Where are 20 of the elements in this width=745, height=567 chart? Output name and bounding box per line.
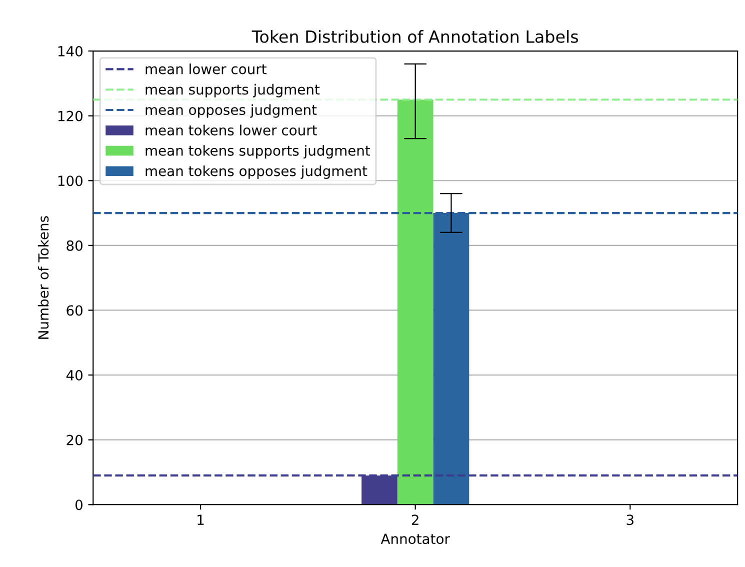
legend-label: mean tokens supports judgment <box>146 145 370 159</box>
legend-label: mean lower court <box>146 64 266 74</box>
y-tick-label: 60 <box>66 305 82 316</box>
legend-label: mean tokens opposes judgment <box>146 165 368 179</box>
y-axis-title: Number of Tokens <box>38 216 49 339</box>
y-tick-label: 40 <box>66 370 82 381</box>
y-tick-label: 140 <box>58 46 82 57</box>
legend-label: mean opposes judgment <box>146 104 317 118</box>
y-tick-label: 120 <box>58 110 82 122</box>
x-tick-label: 1 <box>198 514 204 525</box>
y-tick-label: 80 <box>66 240 82 251</box>
legend-label: mean tokens lower court <box>146 124 317 136</box>
x-axis-title: Annotator <box>380 534 450 544</box>
y-tick-label: 100 <box>58 176 82 186</box>
ref-line-label: mean supports judgment <box>146 84 320 98</box>
y-tick-label: 0 <box>75 500 82 510</box>
y-tick-label: 20 <box>66 434 82 446</box>
x-tick-label: 3 <box>626 514 634 526</box>
chart-title: Token Distribution of Annotation Labels <box>252 30 578 43</box>
x-tick-label: 2 <box>412 514 418 525</box>
